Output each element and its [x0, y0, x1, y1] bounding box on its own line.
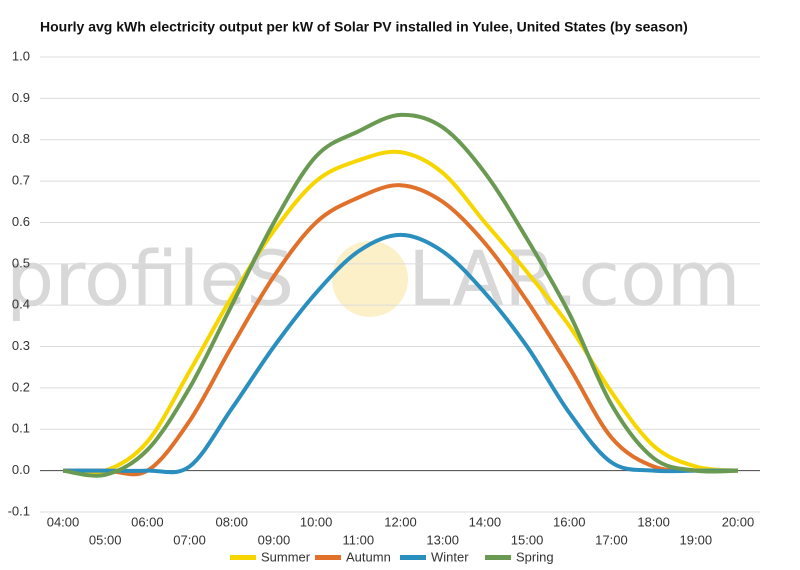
x-tick-label: 17:00	[595, 532, 628, 547]
legend-swatch	[400, 555, 426, 560]
y-tick-label: 0.8	[12, 131, 30, 146]
series-line	[62, 183, 739, 477]
y-tick-label: 0.5	[12, 255, 30, 270]
y-tick-label: 0.7	[12, 173, 30, 188]
series-line	[62, 232, 738, 475]
x-tick-label: 19:00	[680, 532, 713, 547]
x-tick-label: 07:00	[173, 532, 206, 547]
x-tick-label: 05:00	[89, 532, 122, 547]
watermark-sun	[332, 241, 408, 317]
x-tick-label: 14:00	[469, 514, 502, 529]
x-tick-label: 06:00	[131, 514, 164, 529]
series-line	[62, 149, 739, 475]
chart-title: Hourly avg kWh electricity output per kW…	[40, 19, 688, 35]
y-tick-label: 0.9	[12, 90, 30, 105]
y-tick-label: 0.2	[12, 379, 30, 394]
x-tick-label: 10:00	[300, 514, 333, 529]
legend-swatch	[230, 555, 256, 560]
x-tick-label: 16:00	[553, 514, 586, 529]
y-tick-label: 0.1	[12, 421, 30, 436]
watermark: LAR.com	[408, 234, 741, 323]
x-tick-label: 11:00	[343, 532, 375, 547]
x-tick-label: 15:00	[511, 532, 544, 547]
y-tick-label: 0.4	[12, 297, 30, 312]
x-tick-label: 04:00	[47, 514, 80, 529]
y-tick-label: -0.1	[8, 503, 30, 518]
legend-label: Autumn	[346, 549, 391, 564]
x-tick-label: 13:00	[426, 532, 459, 547]
legend-label: Summer	[261, 549, 311, 564]
y-tick-label: 0.6	[12, 214, 30, 229]
x-tick-label: 12:00	[384, 514, 417, 529]
series-line	[62, 112, 739, 478]
y-tick-label: 0.3	[12, 338, 30, 353]
y-tick-label: 1.0	[12, 48, 30, 63]
y-tick-label: 0.0	[12, 462, 30, 477]
x-tick-label: 18:00	[637, 514, 670, 529]
legend-label: Spring	[516, 549, 554, 564]
x-tick-label: 20:00	[722, 514, 755, 529]
x-tick-label: 09:00	[258, 532, 291, 547]
legend-label: Winter	[431, 549, 469, 564]
legend-swatch	[315, 555, 341, 560]
x-tick-label: 08:00	[215, 514, 248, 529]
legend-swatch	[485, 555, 511, 560]
